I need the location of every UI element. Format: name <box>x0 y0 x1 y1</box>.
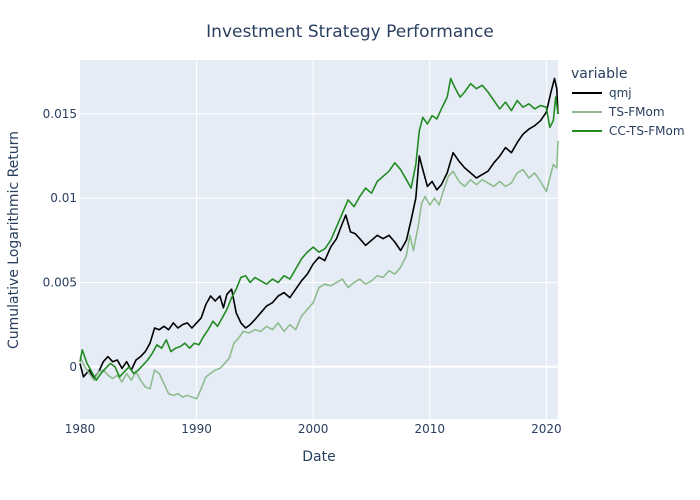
x-tick-label: 2020 <box>531 422 562 436</box>
plot-area <box>80 60 558 419</box>
y-tick-label: 0 <box>69 360 77 374</box>
x-gridlines <box>196 60 547 419</box>
legend-label: TS-FMom <box>608 105 665 119</box>
x-tick-label: 1980 <box>65 422 96 436</box>
legend-items: qmj TS-FMom CC-TS-FMom <box>572 86 685 138</box>
legend: variable qmj TS-FMom CC-TS-FMom <box>571 66 685 138</box>
y-gridlines <box>80 113 558 368</box>
y-tick-label: 0.005 <box>43 275 77 289</box>
y-tick-label: 0.015 <box>43 107 77 121</box>
legend-item-qmj[interactable]: qmj <box>572 86 632 100</box>
series-line-qmj <box>79 77 559 380</box>
legend-title: variable <box>571 66 627 82</box>
x-tick-label: 1990 <box>181 422 212 436</box>
legend-label: CC-TS-FMom <box>609 124 685 138</box>
chart-title: Investment Strategy Performance <box>206 22 494 42</box>
x-axis-title: Date <box>302 449 335 465</box>
legend-item-ts-fmom[interactable]: TS-FMom <box>572 105 665 119</box>
series-line-cc-ts-fmom <box>79 77 559 381</box>
y-tick-labels: 0 0.005 0.01 0.015 <box>43 107 77 374</box>
legend-item-cc-ts-fmom[interactable]: CC-TS-FMom <box>572 124 685 138</box>
x-tick-label: 2000 <box>298 422 329 436</box>
y-axis-title: Cumulative Logarithmic Return <box>6 131 22 349</box>
series-lines <box>79 77 559 400</box>
x-tick-labels: 1980 1990 2000 2010 2020 <box>65 422 562 436</box>
y-tick-label: 0.01 <box>50 191 77 205</box>
x-tick-label: 2010 <box>414 422 445 436</box>
legend-label: qmj <box>609 86 632 100</box>
series-line-ts-fmom <box>79 140 559 400</box>
